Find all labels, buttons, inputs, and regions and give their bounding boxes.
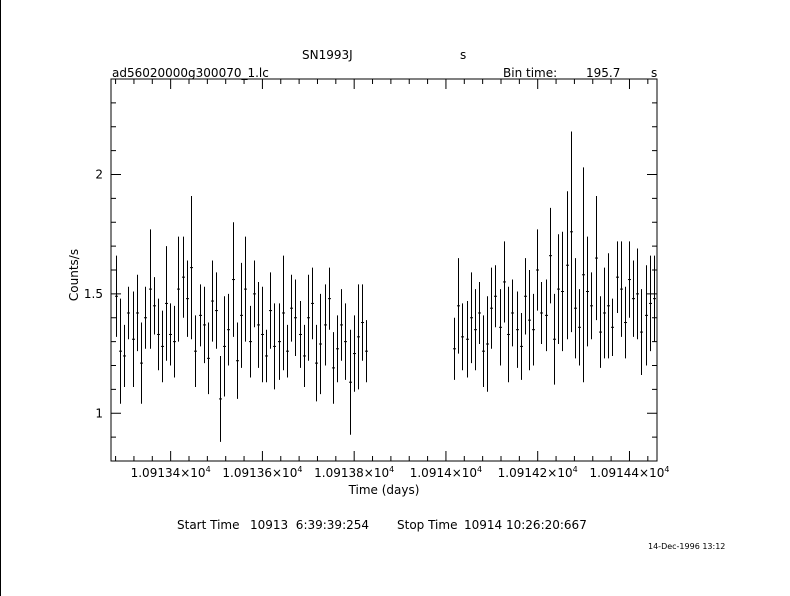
plot-timestamp: 14-Dec-1996 13:12 (648, 542, 726, 551)
bin-time-unit: s (651, 66, 658, 80)
x-tick-label: 1.09142×104 (498, 465, 578, 480)
x-tick-label: 1.09138×104 (314, 465, 394, 480)
y-axis-label: Counts/s (67, 249, 81, 301)
y-tick-label: 1.5 (84, 287, 103, 301)
object-name: SN1993J (302, 48, 353, 62)
object-suffix: s (460, 48, 467, 62)
stop-time-label: Stop Time (397, 518, 458, 532)
y-tick-label: 2 (95, 168, 103, 182)
file-name: ad56020000g300070_1.lc (112, 66, 269, 80)
x-axis-tick-labels: 1.09134×104 1.09136×104 1.09138×104 1.0914×… (131, 465, 670, 480)
bin-time-label: Bin time: (503, 66, 558, 80)
x-axis-label: Time (days) (348, 483, 420, 497)
bin-time-value: 195.7 (586, 66, 621, 80)
start-time-value: 10913 6:39:39:254 (250, 518, 370, 532)
x-axis-ticks (115, 79, 649, 461)
window-left-edge (0, 0, 1, 596)
x-tick-label: 1.09136×104 (222, 465, 302, 480)
y-axis-tick-labels: 11.52 (84, 168, 103, 421)
x-tick-label: 1.09144×104 (589, 465, 669, 480)
data-points (115, 131, 656, 442)
x-tick-label: 1.0914×104 (410, 465, 482, 480)
start-time-label: Start Time (177, 518, 240, 532)
x-tick-label: 1.09134×104 (131, 465, 211, 480)
stop-time-value: 10914 10:26:20:667 (464, 518, 587, 532)
y-tick-label: 1 (95, 406, 103, 420)
